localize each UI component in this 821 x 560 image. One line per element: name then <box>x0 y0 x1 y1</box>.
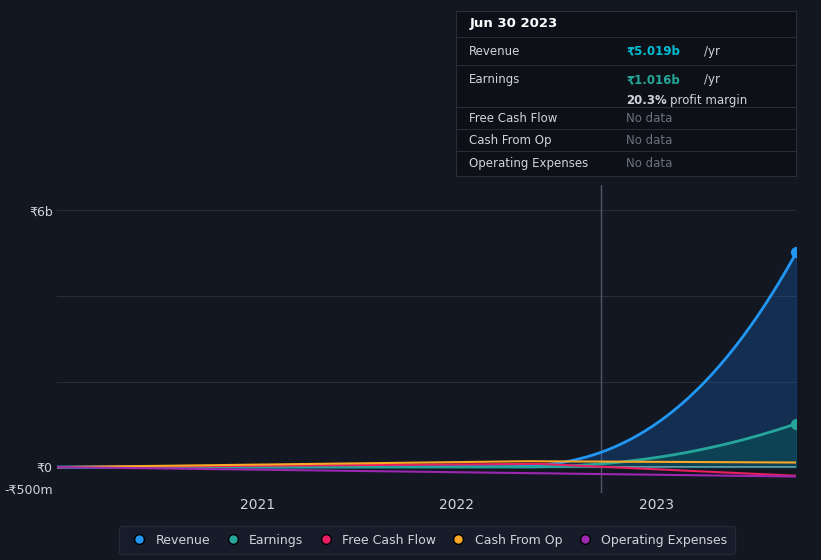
Text: Earnings: Earnings <box>470 73 521 86</box>
Text: No data: No data <box>626 112 672 125</box>
Text: Revenue: Revenue <box>470 45 521 58</box>
Text: ₹5.019b: ₹5.019b <box>626 45 680 58</box>
Text: Operating Expenses: Operating Expenses <box>470 157 589 170</box>
Text: 20.3%: 20.3% <box>626 94 667 107</box>
Text: Jun 30 2023: Jun 30 2023 <box>470 17 557 30</box>
Text: /yr: /yr <box>704 45 720 58</box>
Text: profit margin: profit margin <box>670 94 748 107</box>
Text: ₹1.016b: ₹1.016b <box>626 73 680 86</box>
Text: /yr: /yr <box>704 73 720 86</box>
Legend: Revenue, Earnings, Free Cash Flow, Cash From Op, Operating Expenses: Revenue, Earnings, Free Cash Flow, Cash … <box>119 526 735 554</box>
Text: Cash From Op: Cash From Op <box>470 134 552 147</box>
Text: Free Cash Flow: Free Cash Flow <box>470 112 557 125</box>
Text: No data: No data <box>626 157 672 170</box>
Text: No data: No data <box>626 134 672 147</box>
